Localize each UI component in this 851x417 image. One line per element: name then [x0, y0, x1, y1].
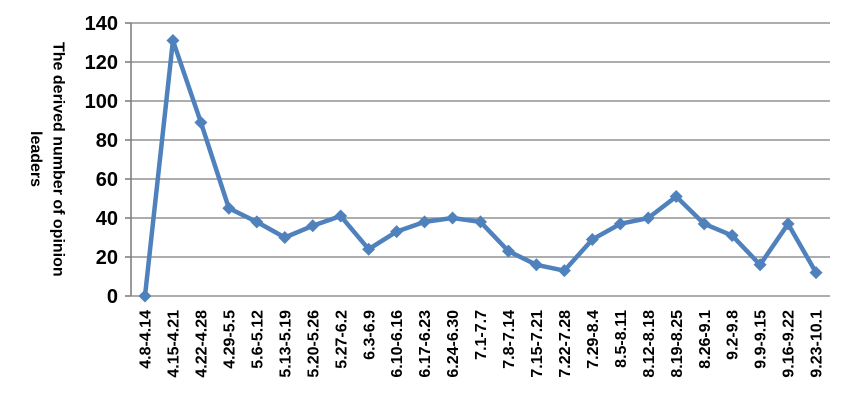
data-point-marker [529, 258, 543, 272]
x-tick-label: 7.15-7.21 [529, 310, 546, 378]
y-tick-label: 0 [107, 286, 118, 308]
y-tick-label: 120 [85, 52, 118, 74]
x-tick-label: 7.8-7.14 [501, 310, 518, 369]
data-point-marker [501, 244, 515, 258]
x-tick-label: 9.16-9.22 [781, 310, 798, 378]
data-point-marker [613, 217, 627, 231]
y-tick-label: 100 [85, 91, 118, 113]
data-point-marker [166, 34, 180, 48]
data-point-marker [641, 211, 655, 225]
data-point-marker [781, 217, 795, 231]
x-tick-label: 9.23-10.1 [809, 310, 826, 378]
x-tick-label: 5.27-6.2 [333, 310, 350, 369]
data-point-marker [725, 229, 739, 243]
data-point-marker [390, 225, 404, 239]
x-tick-label: 6.3-6.9 [361, 310, 378, 360]
x-tick-label: 4.29-5.5 [221, 310, 238, 369]
data-point-marker [474, 215, 487, 229]
x-tick-label: 7.22-7.28 [557, 310, 574, 378]
data-point-marker [753, 258, 767, 272]
data-point-marker [222, 201, 236, 215]
data-point-marker [250, 215, 264, 229]
x-tick-label: 6.10-6.16 [389, 310, 406, 378]
x-tick-label: 8.5-8.11 [613, 310, 630, 368]
x-tick-label: 8.19-8.25 [669, 310, 686, 378]
x-tick-label: 9.9-9.15 [753, 310, 770, 369]
x-tick-label: 6.17-6.23 [417, 310, 434, 378]
data-point-marker [362, 242, 376, 256]
y-axis-title: The derived number of opinion leaders [20, 23, 72, 296]
data-point-marker [306, 219, 320, 233]
data-point-marker [697, 217, 711, 231]
x-tick-label: 9.2-9.8 [725, 310, 742, 360]
y-tick-label: 20 [96, 247, 118, 269]
x-tick-label: 5.20-5.26 [305, 310, 322, 378]
x-tick-label: 8.26-9.1 [697, 310, 714, 369]
x-tick-label: 7.1-7.7 [473, 310, 490, 360]
y-tick-label: 140 [85, 13, 118, 35]
x-tick-label: 4.15-4.21 [166, 310, 183, 378]
data-point-marker [278, 231, 292, 244]
x-tick-label: 7.29-8.4 [585, 310, 602, 369]
x-tick-label: 4.8-4.14 [138, 310, 155, 369]
data-point-marker [138, 289, 152, 303]
y-axis-title-line1: The derived number of opinion [49, 42, 67, 277]
x-tick-label: 4.22-4.28 [194, 310, 211, 378]
x-tick-label: 8.12-8.18 [641, 310, 658, 378]
x-tick-label: 5.6-5.12 [249, 310, 266, 369]
data-point-marker [418, 215, 432, 229]
data-point-marker [446, 211, 460, 225]
data-point-marker [669, 190, 683, 204]
data-point-marker [809, 266, 823, 280]
y-axis-title-line2: leaders [27, 131, 44, 188]
data-point-marker [585, 232, 599, 246]
data-point-marker [557, 264, 571, 278]
x-tick-label: 5.13-5.19 [277, 310, 294, 378]
x-tick-label: 6.24-6.30 [445, 310, 462, 378]
y-tick-label: 60 [96, 169, 118, 191]
data-point-marker [334, 209, 348, 223]
data-point-marker [194, 115, 208, 129]
y-tick-label: 80 [96, 130, 118, 152]
y-tick-label: 40 [96, 208, 118, 230]
